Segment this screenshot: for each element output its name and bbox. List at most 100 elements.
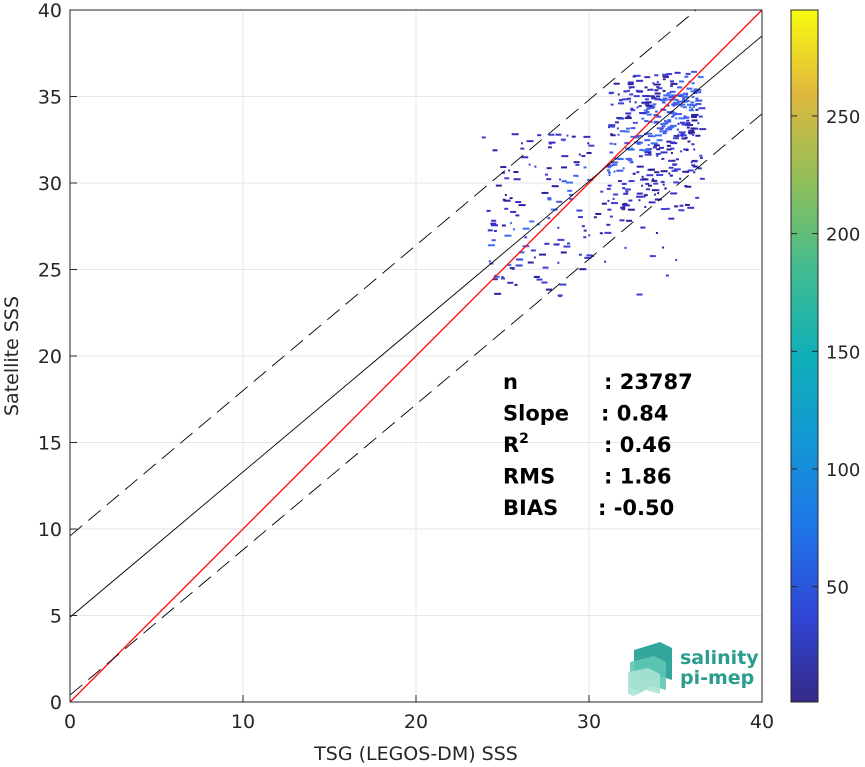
density-cell	[548, 133, 555, 136]
density-cell	[625, 127, 630, 130]
density-cell	[689, 104, 697, 107]
density-cell	[644, 120, 649, 123]
density-cell	[607, 166, 612, 169]
density-cell	[600, 190, 604, 193]
density-cell	[547, 197, 552, 200]
density-cell	[622, 167, 625, 170]
density-cell	[626, 115, 631, 118]
density-cell	[610, 134, 616, 137]
density-cell	[670, 152, 673, 155]
density-cell	[697, 122, 700, 125]
x-tick-label: 30	[577, 711, 601, 733]
stat-label: RMS	[503, 465, 555, 489]
density-cell	[679, 204, 684, 207]
density-cell	[614, 157, 617, 160]
density-cell	[641, 184, 644, 187]
density-cell	[691, 70, 698, 73]
density-cell	[655, 232, 658, 235]
density-cell	[492, 149, 498, 152]
density-cell	[588, 234, 591, 237]
density-cell	[684, 203, 690, 206]
density-cell	[690, 101, 695, 104]
density-cell	[687, 131, 695, 134]
density-cells	[481, 70, 707, 297]
density-cell	[536, 278, 543, 281]
density-cell	[677, 122, 680, 125]
density-cell	[661, 98, 668, 101]
density-cell	[507, 281, 514, 284]
y-axis-ticks: 0 5 10 15 20 25 30 35 40	[38, 0, 77, 714]
colorbar: 50 100 150 200 250	[790, 9, 860, 703]
density-cell	[660, 170, 668, 173]
density-cell	[642, 149, 646, 152]
density-cell	[667, 119, 672, 122]
density-cell	[650, 142, 658, 145]
density-cell	[641, 175, 644, 178]
density-cell	[699, 157, 703, 160]
colorbar-tick-label: 150	[826, 342, 860, 363]
density-cell	[669, 174, 672, 177]
density-cell	[653, 83, 658, 86]
density-cell	[673, 181, 680, 184]
density-cell	[563, 245, 571, 248]
density-cell	[654, 198, 662, 201]
density-cell	[671, 103, 679, 106]
density-cell	[501, 224, 506, 227]
density-cell	[695, 108, 699, 111]
x-tick-label: 10	[231, 711, 255, 733]
density-cell	[685, 185, 692, 188]
density-cell	[685, 149, 689, 152]
density-cell	[691, 82, 695, 85]
density-cell	[578, 216, 584, 219]
density-cell	[666, 73, 673, 76]
density-cell	[665, 207, 670, 210]
density-cell	[512, 228, 515, 231]
density-cell	[683, 99, 690, 102]
density-cell	[607, 184, 612, 187]
density-cell	[687, 140, 691, 143]
density-cell	[566, 181, 574, 184]
density-cell	[627, 89, 631, 92]
density-cell	[653, 144, 660, 147]
density-cell	[670, 82, 678, 85]
density-cell	[613, 170, 616, 173]
density-cell	[511, 267, 515, 270]
density-cell	[610, 103, 614, 106]
density-cell	[541, 191, 549, 194]
density-cell	[500, 166, 507, 169]
density-cell	[493, 275, 500, 278]
density-cell	[632, 121, 638, 124]
density-cell	[688, 106, 691, 109]
density-cell	[681, 123, 687, 126]
density-cell	[679, 177, 682, 180]
density-cell	[646, 107, 651, 110]
density-cell	[659, 130, 663, 133]
density-cell	[698, 107, 706, 110]
density-cell	[674, 113, 682, 116]
density-cell	[646, 174, 654, 177]
density-cell	[684, 75, 689, 78]
density-cell	[678, 117, 686, 120]
density-cell	[627, 159, 633, 162]
density-cell	[509, 197, 513, 200]
density-cell	[670, 115, 674, 118]
density-cell	[644, 98, 649, 101]
density-cell	[698, 115, 703, 118]
density-cell	[539, 253, 547, 256]
density-cell	[520, 142, 523, 145]
density-cell	[581, 225, 585, 228]
density-cell	[635, 134, 643, 137]
density-cell	[630, 107, 634, 110]
density-cell	[624, 117, 632, 120]
density-cell	[621, 208, 626, 211]
density-cell	[643, 195, 646, 198]
density-cell	[504, 207, 509, 210]
density-cell	[504, 234, 512, 237]
density-cell	[675, 117, 678, 120]
density-cell	[678, 80, 684, 83]
density-cell	[557, 294, 563, 297]
density-cell	[688, 129, 695, 132]
density-cell	[672, 104, 676, 107]
density-cell	[601, 202, 607, 205]
